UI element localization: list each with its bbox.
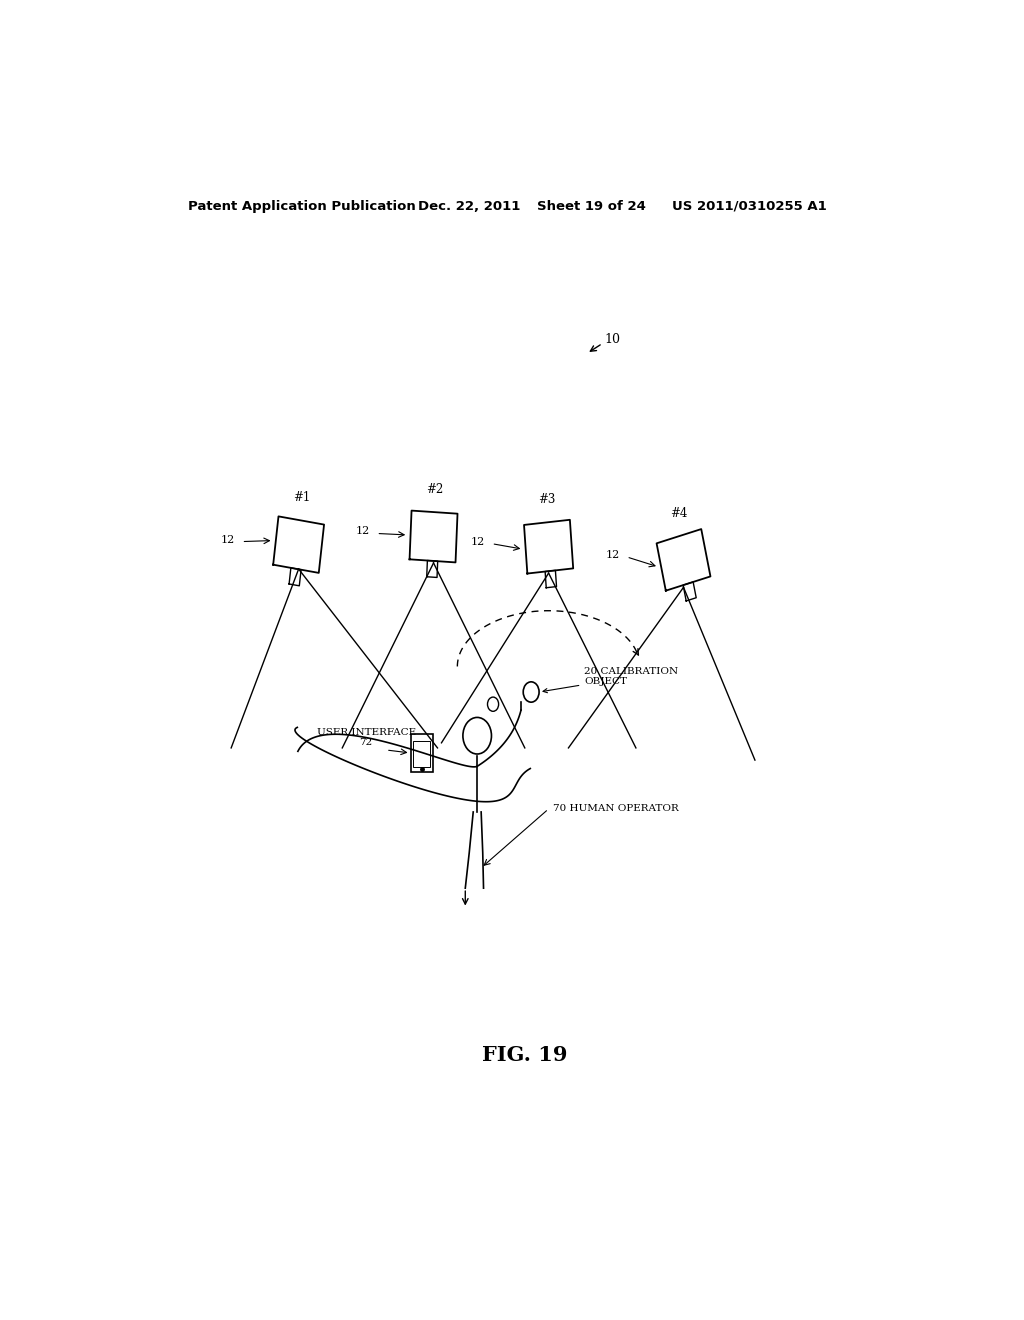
Text: US 2011/0310255 A1: US 2011/0310255 A1 xyxy=(672,199,826,213)
Bar xyxy=(411,734,433,772)
Text: 20 CALIBRATION
OBJECT: 20 CALIBRATION OBJECT xyxy=(543,667,679,693)
Text: 10: 10 xyxy=(604,333,621,346)
Text: #3: #3 xyxy=(539,494,556,506)
Text: #2: #2 xyxy=(426,483,443,496)
Bar xyxy=(413,741,430,767)
Text: FIG. 19: FIG. 19 xyxy=(482,1045,567,1065)
Text: 12: 12 xyxy=(221,535,236,545)
Text: #4: #4 xyxy=(671,507,687,520)
Text: #1: #1 xyxy=(293,491,310,504)
Text: 70 HUMAN OPERATOR: 70 HUMAN OPERATOR xyxy=(553,804,678,813)
Text: USER INTERFACE
72: USER INTERFACE 72 xyxy=(316,727,416,747)
Text: Patent Application Publication: Patent Application Publication xyxy=(187,199,416,213)
Text: 12: 12 xyxy=(606,550,620,560)
Text: Dec. 22, 2011: Dec. 22, 2011 xyxy=(418,199,520,213)
Text: 12: 12 xyxy=(471,537,485,546)
Text: 12: 12 xyxy=(355,527,370,536)
Text: Sheet 19 of 24: Sheet 19 of 24 xyxy=(537,199,645,213)
